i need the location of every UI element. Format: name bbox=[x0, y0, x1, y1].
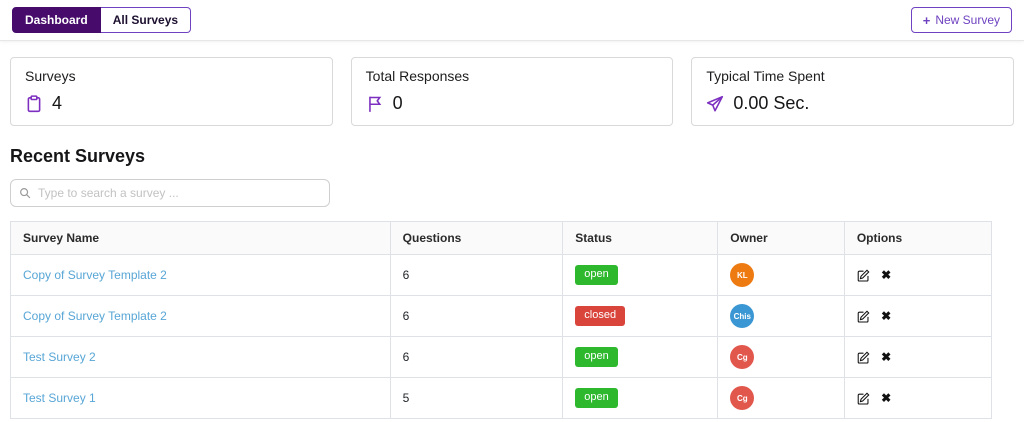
questions-count: 6 bbox=[389, 254, 564, 296]
status-badge: open bbox=[575, 347, 618, 367]
tab-group: Dashboard All Surveys bbox=[12, 7, 192, 33]
survey-name-link[interactable]: Test Survey 2 bbox=[23, 350, 96, 364]
stat-value: 0 bbox=[392, 93, 403, 113]
survey-name-link[interactable]: Copy of Survey Template 2 bbox=[23, 268, 167, 282]
owner-avatar: Chis bbox=[730, 304, 755, 328]
edit-icon[interactable] bbox=[857, 269, 870, 282]
send-icon bbox=[706, 95, 724, 113]
delete-icon[interactable]: ✖ bbox=[881, 350, 892, 365]
stat-card-time-spent: Typical Time Spent 0.00 Sec. bbox=[691, 57, 1015, 126]
col-header-options: Options bbox=[843, 221, 993, 255]
owner-avatar: Cg bbox=[730, 345, 755, 369]
stat-title: Typical Time Spent bbox=[706, 68, 825, 84]
stat-card-total-responses: Total Responses 0 bbox=[350, 57, 674, 126]
questions-count: 6 bbox=[389, 336, 564, 378]
new-survey-button-top[interactable]: + New Survey bbox=[910, 7, 1012, 33]
plus-icon: + bbox=[922, 12, 931, 28]
survey-name-link[interactable]: Copy of Survey Template 2 bbox=[23, 309, 167, 323]
table-row: Copy of Survey Template 2 6 closed Chis … bbox=[10, 295, 993, 337]
delete-icon[interactable]: ✖ bbox=[881, 391, 892, 406]
questions-count: 5 bbox=[389, 377, 564, 419]
delete-icon[interactable]: ✖ bbox=[881, 309, 892, 324]
status-badge: closed bbox=[575, 306, 626, 326]
table-row: Copy of Survey Template 2 6 open KL ✖ bbox=[10, 254, 993, 296]
tab-all-surveys[interactable]: All Surveys bbox=[100, 7, 192, 33]
top-bar: Dashboard All Surveys + New Survey bbox=[0, 0, 1024, 41]
stats-row: Surveys 4 Total Responses 0 Typical Time bbox=[0, 57, 1024, 126]
table-row: Test Survey 2 6 open Cg ✖ bbox=[10, 336, 993, 378]
clipboard-icon bbox=[25, 94, 43, 113]
col-header-owner: Owner bbox=[717, 221, 845, 255]
survey-name-link[interactable]: Test Survey 1 bbox=[23, 391, 96, 405]
table-header-row: Survey Name Questions Status Owner Optio… bbox=[10, 221, 993, 255]
stat-value: 4 bbox=[52, 93, 63, 113]
table-row: Test Survey 1 5 open Cg ✖ bbox=[10, 377, 993, 419]
status-badge: open bbox=[575, 388, 618, 408]
edit-icon[interactable] bbox=[857, 351, 870, 364]
questions-count: 6 bbox=[389, 295, 564, 337]
new-survey-button-label: New Survey bbox=[935, 13, 1000, 27]
tab-dashboard[interactable]: Dashboard bbox=[12, 7, 101, 33]
col-header-survey-name: Survey Name bbox=[10, 221, 391, 255]
col-header-status: Status bbox=[562, 221, 719, 255]
flag-icon bbox=[366, 95, 384, 113]
owner-avatar: Cg bbox=[730, 386, 755, 410]
edit-icon[interactable] bbox=[857, 310, 870, 323]
stat-card-surveys: Surveys 4 bbox=[10, 57, 333, 126]
search-input[interactable] bbox=[10, 179, 330, 207]
search-icon bbox=[19, 187, 31, 199]
edit-icon[interactable] bbox=[857, 392, 870, 405]
col-header-questions: Questions bbox=[389, 221, 564, 255]
status-badge: open bbox=[575, 265, 618, 285]
delete-icon[interactable]: ✖ bbox=[881, 268, 892, 283]
survey-search bbox=[10, 179, 330, 207]
stat-title: Total Responses bbox=[365, 68, 470, 84]
recent-surveys-heading: Recent Surveys bbox=[10, 146, 146, 166]
surveys-table: Survey Name Questions Status Owner Optio… bbox=[10, 221, 993, 419]
stat-title: Surveys bbox=[25, 68, 76, 84]
stat-value: 0.00 Sec. bbox=[733, 93, 810, 113]
owner-avatar: KL bbox=[730, 263, 755, 287]
